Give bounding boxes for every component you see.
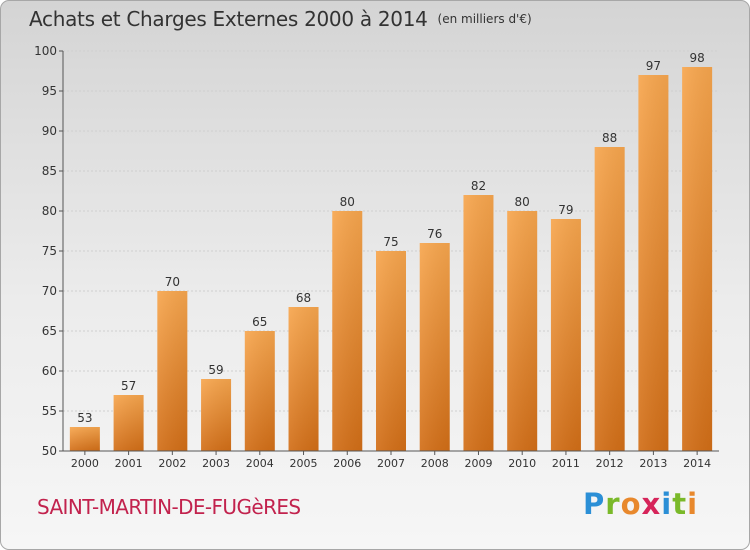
- bar-shade-2011: [550, 219, 581, 451]
- bar-shade-2006: [332, 211, 363, 451]
- logo-letter: o: [620, 487, 642, 521]
- bar-shade-2008: [419, 243, 450, 451]
- bar-value-label: 68: [296, 291, 311, 305]
- x-tick-label: 2004: [246, 457, 274, 470]
- logo-letter: r: [605, 487, 621, 521]
- logo-letter: i: [687, 487, 699, 521]
- x-tick-label: 2008: [421, 457, 449, 470]
- x-tick-label: 2005: [290, 457, 318, 470]
- proxiti-logo[interactable]: Proxiti: [583, 487, 698, 521]
- bar-value-label: 76: [427, 227, 442, 241]
- x-tick-label: 2013: [639, 457, 667, 470]
- bar-shade-2000: [69, 427, 100, 451]
- bars-layer: [69, 67, 713, 451]
- logo-letter: t: [672, 487, 688, 521]
- logo-letter: i: [661, 487, 673, 521]
- x-tick-label: 2012: [596, 457, 624, 470]
- x-tick-label: 2011: [552, 457, 580, 470]
- bar-value-label: 80: [340, 195, 355, 209]
- labels-layer: 50 55 60 65 70 75 80 85 90 95 100 53 2000 57 2001 70 200…: [34, 44, 711, 470]
- y-tick-label: 55: [42, 404, 57, 418]
- bar-shade-2002: [157, 291, 188, 451]
- y-tick-label: 80: [42, 204, 57, 218]
- y-tick-label: 75: [42, 244, 57, 258]
- x-tick-label: 2001: [115, 457, 143, 470]
- bar-value-label: 80: [515, 195, 530, 209]
- bar-shade-2010: [507, 211, 538, 451]
- bar-shade-2007: [376, 251, 406, 451]
- y-tick-label: 100: [34, 44, 57, 58]
- axis-layer: [59, 50, 719, 455]
- bar-value-label: 88: [602, 131, 617, 145]
- chart-title: Achats et Charges Externes 2000 à 2014: [29, 7, 428, 31]
- bar-shade-2009: [463, 195, 494, 451]
- y-tick-label: 60: [42, 364, 57, 378]
- y-tick-label: 70: [42, 284, 57, 298]
- bar-shade-2014: [682, 67, 713, 451]
- x-tick-label: 2000: [71, 457, 99, 470]
- x-tick-label: 2003: [202, 457, 230, 470]
- y-tick-label: 50: [42, 444, 57, 458]
- bar-shade-2003: [201, 379, 232, 451]
- bar-shade-2004: [244, 331, 275, 451]
- bar-value-label: 75: [383, 235, 398, 249]
- chart-unit: (en milliers d'€): [437, 12, 532, 26]
- bar-value-label: 59: [208, 363, 223, 377]
- x-tick-label: 2009: [464, 457, 492, 470]
- bar-value-label: 82: [471, 179, 486, 193]
- bar-shade-2013: [638, 75, 669, 451]
- chart-title-row: Achats et Charges Externes 2000 à 2014 (e…: [29, 7, 532, 31]
- bar-shade-2005: [288, 307, 319, 451]
- y-tick-label: 95: [42, 84, 57, 98]
- bar-value-label: 53: [77, 411, 92, 425]
- x-tick-label: 2014: [683, 457, 711, 470]
- bar-shade-2001: [113, 395, 144, 451]
- bar-shade-2012: [594, 147, 625, 451]
- bar-value-label: 98: [689, 51, 704, 65]
- y-tick-label: 65: [42, 324, 57, 338]
- bar-value-label: 79: [558, 203, 573, 217]
- bar-value-label: 97: [646, 59, 661, 73]
- commune-name: SAINT-MARTIN-DE-FUGèRES: [37, 495, 301, 519]
- y-tick-label: 90: [42, 124, 57, 138]
- logo-letter: P: [583, 487, 606, 521]
- x-tick-label: 2007: [377, 457, 405, 470]
- x-tick-label: 2002: [158, 457, 186, 470]
- bar-value-label: 70: [165, 275, 180, 289]
- logo-letter: x: [641, 487, 662, 521]
- x-tick-label: 2010: [508, 457, 536, 470]
- x-tick-label: 2006: [333, 457, 361, 470]
- bar-value-label: 57: [121, 379, 136, 393]
- y-tick-label: 85: [42, 164, 57, 178]
- bar-value-label: 65: [252, 315, 267, 329]
